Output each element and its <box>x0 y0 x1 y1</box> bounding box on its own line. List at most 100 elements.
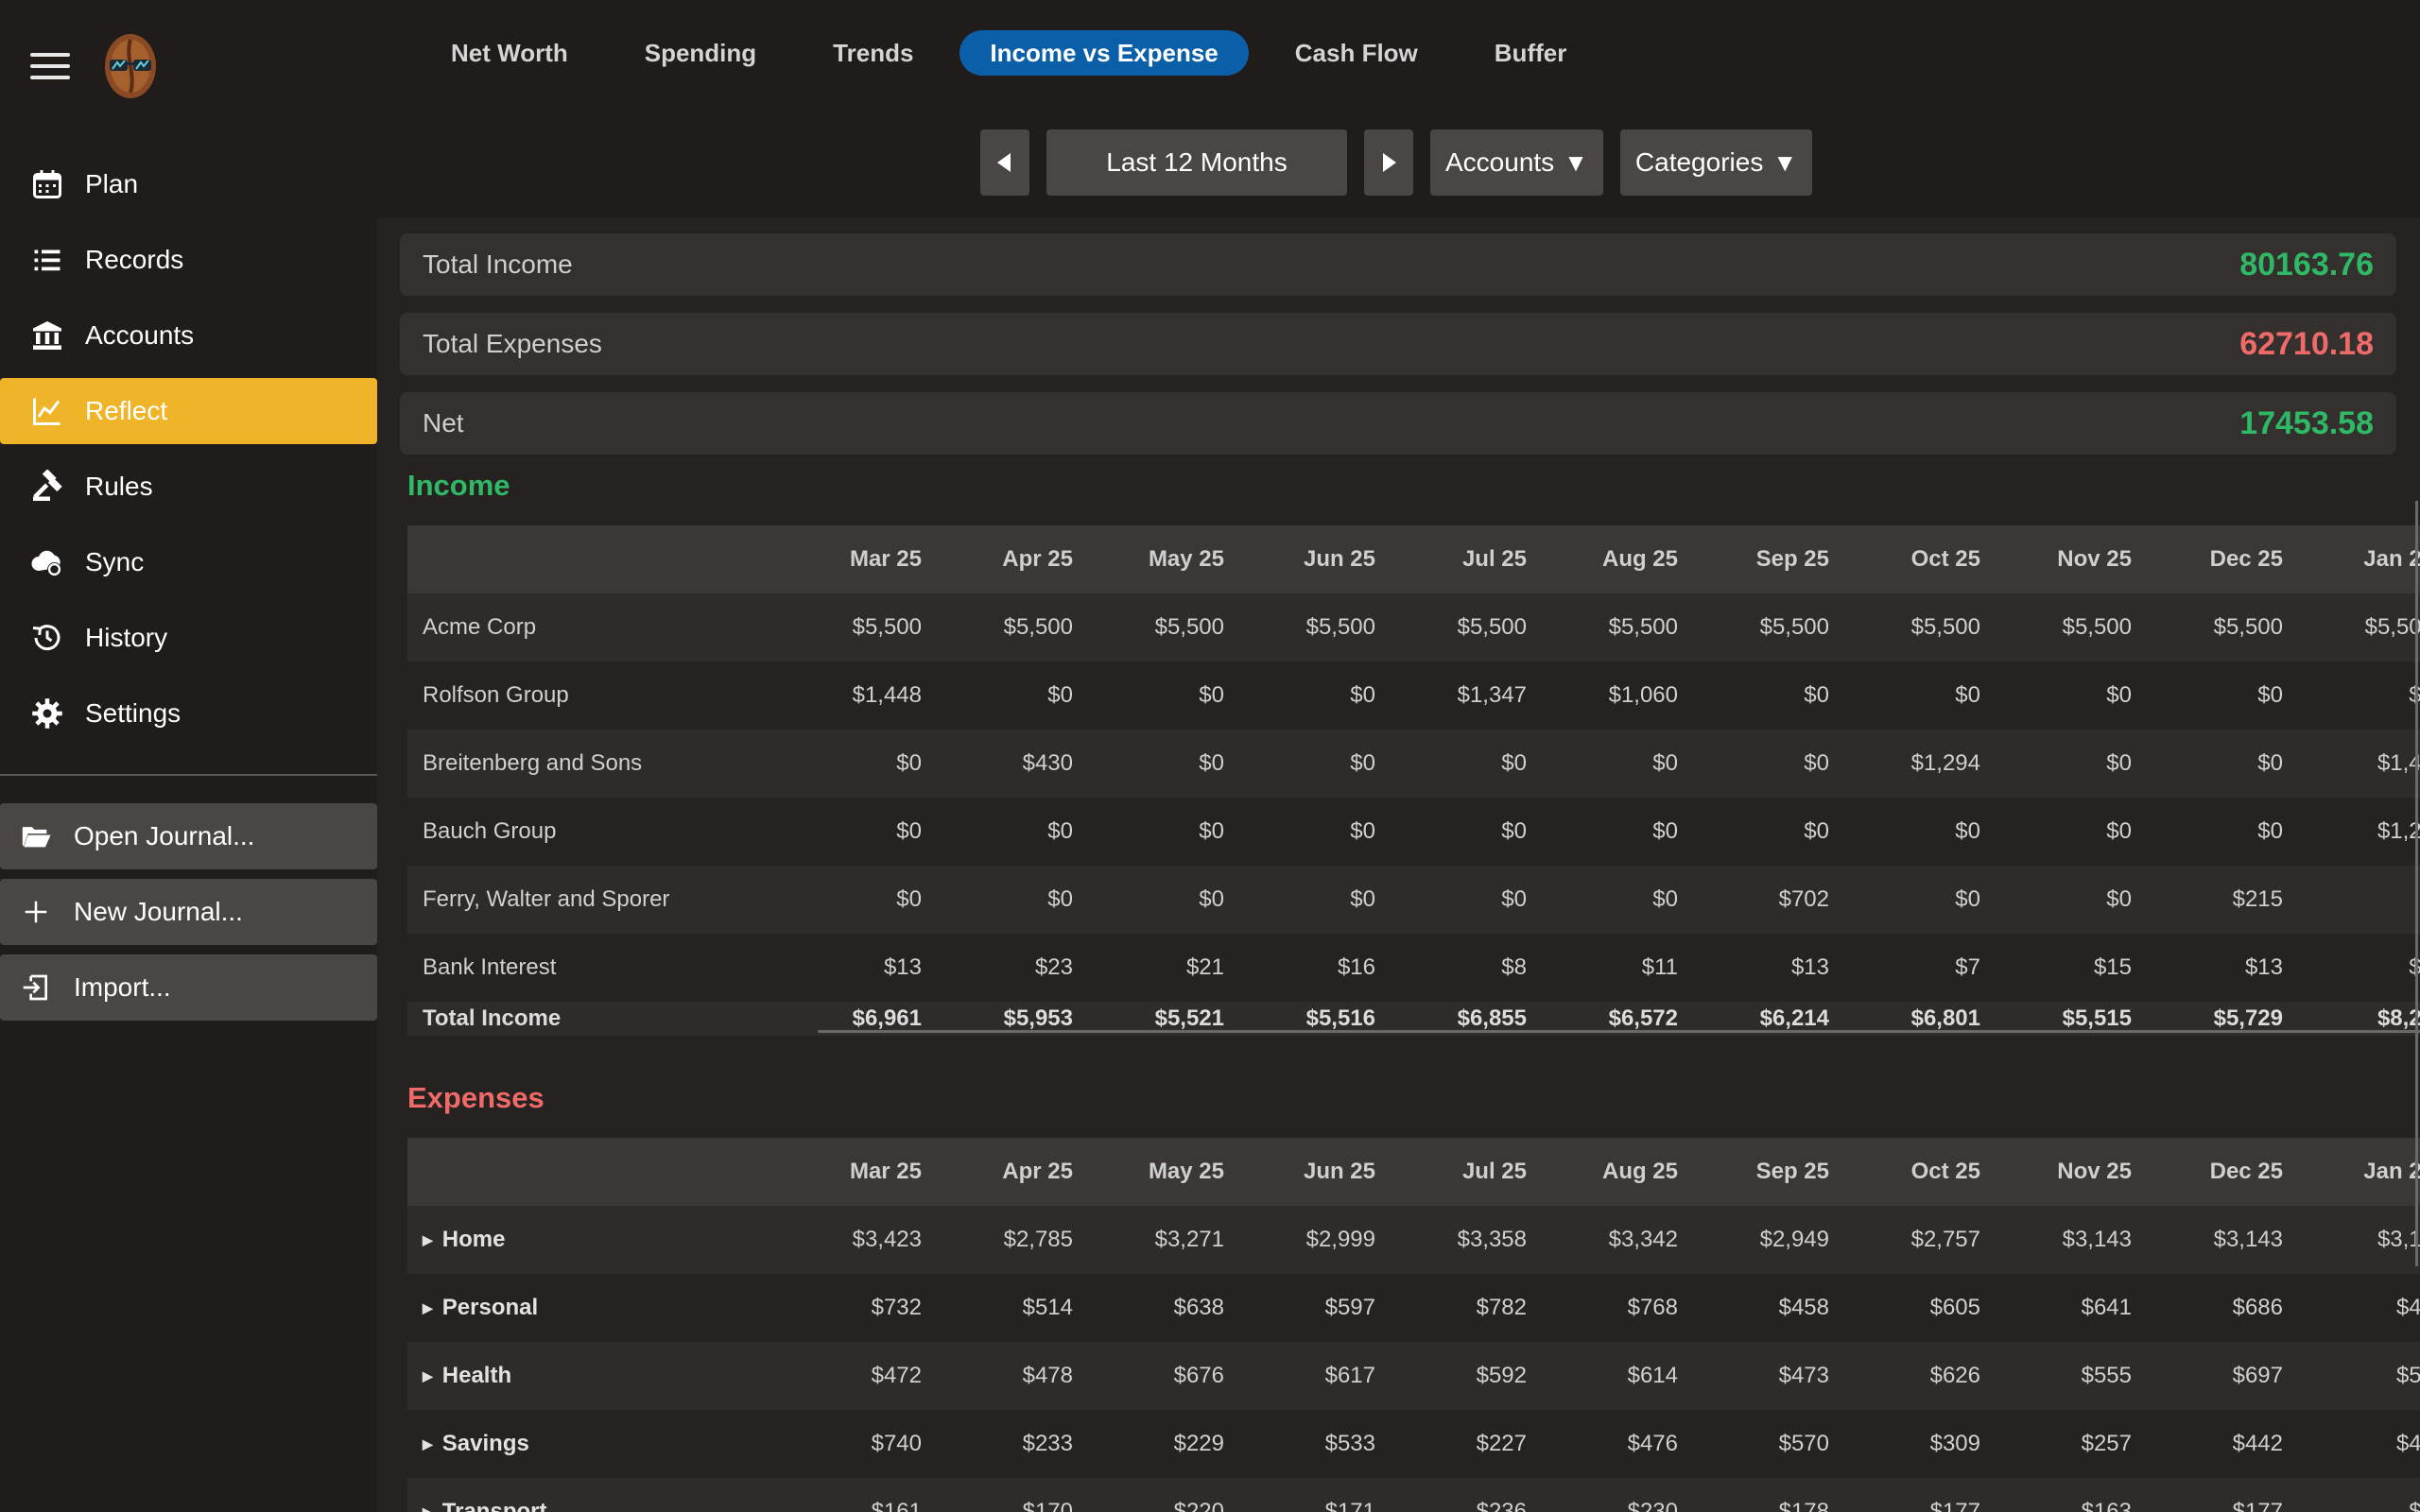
sidebar-divider <box>0 774 377 776</box>
amount-cell: $782 <box>1391 1274 1542 1342</box>
expand-caret-icon[interactable]: ▶ <box>423 1436 433 1452</box>
month-column-header[interactable]: Sep 25 <box>1693 525 1844 593</box>
month-column-header[interactable]: Mar 25 <box>786 1138 937 1206</box>
amount-cell: $41 <box>2298 1274 2420 1342</box>
sidebar-item-rules[interactable]: Rules <box>0 454 377 520</box>
month-column-header[interactable]: Nov 25 <box>1996 525 2147 593</box>
month-column-header[interactable]: Aug 25 <box>1542 525 1693 593</box>
row-name: Personal <box>441 1295 539 1320</box>
sidebar-item-settings[interactable]: Settings <box>0 680 377 747</box>
expand-caret-icon[interactable]: ▶ <box>423 1300 433 1316</box>
month-column-header[interactable]: Nov 25 <box>1996 1138 2147 1206</box>
row-name-cell: Breitenberg and Sons <box>407 730 786 798</box>
category-row[interactable]: ▶ Home $3,423 $2,785 $3,271 $2,999 $3,358 $3,34… <box>407 1206 2420 1274</box>
row-name: Rolfson Group <box>423 682 569 708</box>
main-area: Net Worth Spending Trends Income vs Expe… <box>377 0 2420 1512</box>
category-row[interactable]: ▶Transport$161$170$220$171$236$230$178$1… <box>407 1478 2420 1512</box>
sidebar-item-history[interactable]: History <box>0 605 377 671</box>
net-value: 17453.58 <box>2239 404 2374 441</box>
expand-caret-icon[interactable]: ▶ <box>423 1504 433 1512</box>
month-column-header[interactable]: Jan 26 <box>2298 1138 2420 1206</box>
category-row[interactable]: ▶ Health $472 $478 $676 $617 $592 $614 $473 $626 $… <box>407 1342 2420 1410</box>
tab-net-worth[interactable]: Net Worth <box>451 38 568 67</box>
amount-cell: $626 <box>1844 1342 1996 1410</box>
amount-cell: $592 <box>1391 1342 1542 1410</box>
net-row: Net 17453.58 <box>400 392 2396 455</box>
expand-caret-icon[interactable]: ▶ <box>423 1368 433 1384</box>
amount-cell: $178 <box>1693 1478 1844 1512</box>
month-column-header[interactable]: Sep 25 <box>1693 1138 1844 1206</box>
next-period-button[interactable] <box>1364 129 1413 196</box>
tab-spending[interactable]: Spending <box>644 38 757 67</box>
categories-dropdown[interactable]: Categories ▼ <box>1619 129 1813 196</box>
sidebar-item-records[interactable]: Records <box>0 227 377 293</box>
amount-cell: $0 <box>786 730 937 798</box>
table-header-name <box>407 1138 786 1206</box>
period-selector[interactable]: Last 12 Months <box>1046 129 1347 196</box>
sidebar-item-accounts[interactable]: Accounts <box>0 302 377 369</box>
category-row[interactable]: ▶ Personal $732 $514 $638 $597 $782 $768 $458 $60… <box>407 1274 2420 1342</box>
sidebar-item-plan[interactable]: Plan <box>0 151 377 217</box>
expand-caret-icon[interactable]: ▶ <box>423 1232 433 1248</box>
report-controls: Last 12 Months Accounts ▼ Categories ▼ <box>980 129 1829 196</box>
import-button[interactable]: Import... <box>0 954 377 1021</box>
month-column-header[interactable]: Jul 25 <box>1391 525 1542 593</box>
month-column-header[interactable]: Aug 25 <box>1542 1138 1693 1206</box>
amount-cell: $1,060 <box>1542 662 1693 730</box>
horizontal-scrollbar[interactable] <box>818 1030 2420 1033</box>
amount-cell: $0 <box>1693 662 1844 730</box>
amount-cell: $3,143 <box>2147 1206 2298 1274</box>
amount-cell: $23 <box>937 934 1088 1002</box>
month-column-header[interactable]: Jun 25 <box>1239 1138 1391 1206</box>
tab-trends[interactable]: Trends <box>833 38 914 67</box>
row-name-cell: Acme Corp <box>407 593 786 662</box>
total-row-label: Total Income <box>407 1002 786 1036</box>
amount-cell: $702 <box>1693 866 1844 934</box>
open-journal-label: Open Journal... <box>74 821 255 850</box>
expenses-section-title: Expenses <box>407 1081 544 1114</box>
sidebar-item-sync[interactable]: Sync <box>0 529 377 595</box>
open-journal-button[interactable]: Open Journal... <box>0 803 377 869</box>
month-column-header[interactable]: Apr 25 <box>937 1138 1088 1206</box>
month-column-header[interactable]: Apr 25 <box>937 525 1088 593</box>
sidebar-item-reflect[interactable]: Reflect <box>0 378 377 444</box>
amount-cell: $7 <box>1844 934 1996 1002</box>
amount-cell: $0 <box>2298 662 2420 730</box>
amount-cell: $3,143 <box>1996 1206 2147 1274</box>
month-column-header[interactable]: Dec 25 <box>2147 525 2298 593</box>
row-name-cell: ▶ Home <box>407 1206 786 1274</box>
month-column-header[interactable]: Mar 25 <box>786 525 937 593</box>
new-journal-button[interactable]: New Journal... <box>0 879 377 945</box>
net-label: Net <box>423 408 464 438</box>
amount-cell: $1,448 <box>786 662 937 730</box>
amount-cell: $0 <box>1391 866 1542 934</box>
row-name-cell: Rolfson Group <box>407 662 786 730</box>
month-column-header[interactable]: Oct 25 <box>1844 525 1996 593</box>
accounts-dropdown[interactable]: Accounts ▼ <box>1430 129 1603 196</box>
vertical-scrollbar[interactable] <box>2415 501 2418 1266</box>
amount-cell: $0 <box>2147 662 2298 730</box>
month-column-header[interactable]: Jan 26 <box>2298 525 2420 593</box>
month-column-header[interactable]: May 25 <box>1088 1138 1239 1206</box>
tab-cash-flow[interactable]: Cash Flow <box>1294 38 1418 67</box>
previous-period-button[interactable] <box>980 129 1029 196</box>
new-journal-label: New Journal... <box>74 897 243 926</box>
report-tabs: Net Worth Spending Trends Income vs Expe… <box>421 30 1613 76</box>
month-column-header[interactable]: Dec 25 <box>2147 1138 2298 1206</box>
month-column-header[interactable]: Jul 25 <box>1391 1138 1542 1206</box>
tab-buffer[interactable]: Buffer <box>1494 38 1567 67</box>
total-expenses-row: Total Expenses 62710.18 <box>400 313 2396 375</box>
month-column-header[interactable]: Oct 25 <box>1844 1138 1996 1206</box>
tab-income-vs-expense[interactable]: Income vs Expense <box>959 30 1249 76</box>
amount-cell: $597 <box>1239 1274 1391 1342</box>
amount-cell: $21 <box>1088 934 1239 1002</box>
month-column-header[interactable]: May 25 <box>1088 525 1239 593</box>
row-name: Savings <box>441 1431 529 1456</box>
month-column-header[interactable]: Jun 25 <box>1239 525 1391 593</box>
category-row[interactable]: ▶ Savings $740 $233 $229 $533 $227 $476 $570 $309… <box>407 1410 2420 1478</box>
amount-cell: $0 <box>1088 798 1239 866</box>
amount-cell: $0 <box>1391 730 1542 798</box>
income-section-title: Income <box>407 469 510 502</box>
hamburger-menu-icon[interactable] <box>30 53 70 81</box>
calendar-icon <box>30 167 64 201</box>
